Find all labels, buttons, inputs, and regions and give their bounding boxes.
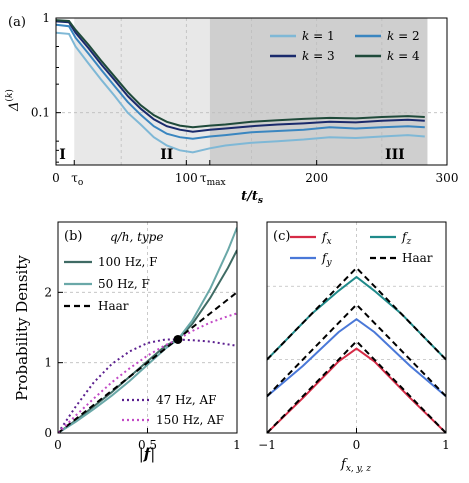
c-xtick-label: −1: [258, 438, 276, 452]
c-legend-label: fy: [321, 251, 332, 268]
a-ylabel: Δ(k): [4, 89, 22, 112]
a-series-line-k4: [56, 19, 425, 129]
b-panel-label: (b): [64, 229, 82, 244]
c-xtick-label: 1: [442, 438, 450, 452]
a-xtick-label: 300: [436, 171, 459, 185]
b-series-line-3: [58, 291, 237, 433]
a-ticks: 0 100 200 300 τo τmax 1 0.1: [31, 11, 459, 188]
a-region-label-2: II: [160, 147, 173, 163]
b-xlabel: |f|: [139, 445, 156, 463]
b-legend-label: 100 Hz, F: [98, 255, 157, 269]
a-region-label-1: I: [59, 147, 66, 163]
b-legend-label: 150 Hz, AF: [156, 413, 224, 427]
c-series: [267, 266, 446, 433]
panel-a: 0 100 200 300 τo τmax 1 0.1 (a) k = 1 k = 3 k = 2…: [4, 11, 458, 206]
a-ytick-label: 0.1: [31, 106, 50, 120]
c-series-line-2: [267, 317, 446, 398]
a-ytick-label: 1: [42, 11, 50, 25]
a-region-label-3: III: [385, 147, 405, 163]
panel-b: 0 0.5 1 0 1 2 (b) Probability Density |f| q/h…: [13, 221, 241, 463]
b-xtick-label: 0.5: [138, 438, 157, 452]
a-xtick-label: 0: [52, 171, 60, 185]
a-region-2: [74, 18, 210, 165]
b-intersection-marker: [173, 334, 183, 344]
c-series-line-3: [267, 275, 446, 361]
a-xlabel: t/ts: [241, 189, 263, 206]
panel-c: −1 0 1 (c) fx, y, z fx fz fy Haar: [258, 221, 450, 474]
b-series: [58, 227, 237, 433]
a-series-line-k1: [56, 31, 425, 154]
c-xtick-label: 0: [353, 438, 361, 452]
b-legend-label: 50 Hz, F: [98, 277, 150, 291]
a-legend-label: k = 4: [387, 49, 420, 63]
a-regions: [56, 18, 428, 165]
a-xtick-special-label: τmax: [200, 171, 226, 188]
c-grid: [267, 222, 446, 433]
a-frame: [55, 17, 448, 166]
c-legend-label: fx: [321, 230, 332, 247]
b-xtick-label: 1: [233, 438, 241, 452]
a-xtick-label: 100: [175, 171, 198, 185]
a-panel-label: (a): [8, 15, 26, 30]
a-legend-label: k = 2: [387, 29, 420, 43]
c-series-line-5: [267, 303, 446, 397]
b-series-line-4: [58, 338, 237, 433]
b-series-line-1: [58, 249, 237, 433]
c-panel-label: (c): [273, 229, 290, 244]
a-region-labels: I II III: [59, 147, 404, 163]
a-xtick-label: 200: [305, 171, 328, 185]
b-legend-label: Haar: [98, 299, 129, 313]
a-legend: k = 1 k = 3 k = 2 k = 4: [270, 29, 420, 63]
a-region-3: [209, 18, 428, 165]
c-series-line-1: [267, 347, 446, 433]
b-legend-label: 47 Hz, AF: [156, 393, 217, 407]
a-region-1: [56, 18, 75, 165]
c-legend-label: fz: [401, 230, 411, 247]
c-frame: [266, 221, 447, 434]
a-series-line-k3: [56, 20, 425, 133]
a-xtick-special-label: τo: [71, 171, 83, 188]
b-ytick-label: 1: [44, 356, 52, 370]
b-legend: q/h, type 100 Hz, F 50 Hz, F Haar 47 Hz, AF 1…: [64, 230, 224, 427]
b-ytick-label: 2: [44, 285, 52, 299]
c-series-line-4: [267, 339, 446, 433]
a-legend-label: k = 3: [302, 49, 335, 63]
a-legend-label: k = 1: [302, 29, 335, 43]
c-legend-label: Haar: [402, 251, 433, 265]
b-series-line-5: [58, 312, 237, 433]
a-series-line-k2: [56, 23, 425, 140]
b-ytick-label: 0: [44, 426, 52, 440]
b-legend-title: q/h, type: [110, 230, 163, 244]
b-ylabel: Probability Density: [13, 255, 31, 401]
b-frame: [57, 221, 238, 434]
b-grid: [58, 222, 237, 433]
c-xlabel: fx, y, z: [340, 457, 371, 474]
c-legend: fx fz fy Haar: [290, 230, 433, 268]
b-xtick-label: 0: [54, 438, 62, 452]
a-series: [56, 19, 425, 154]
c-series-line-6: [267, 266, 446, 361]
c-ticks: −1 0 1: [258, 428, 450, 452]
